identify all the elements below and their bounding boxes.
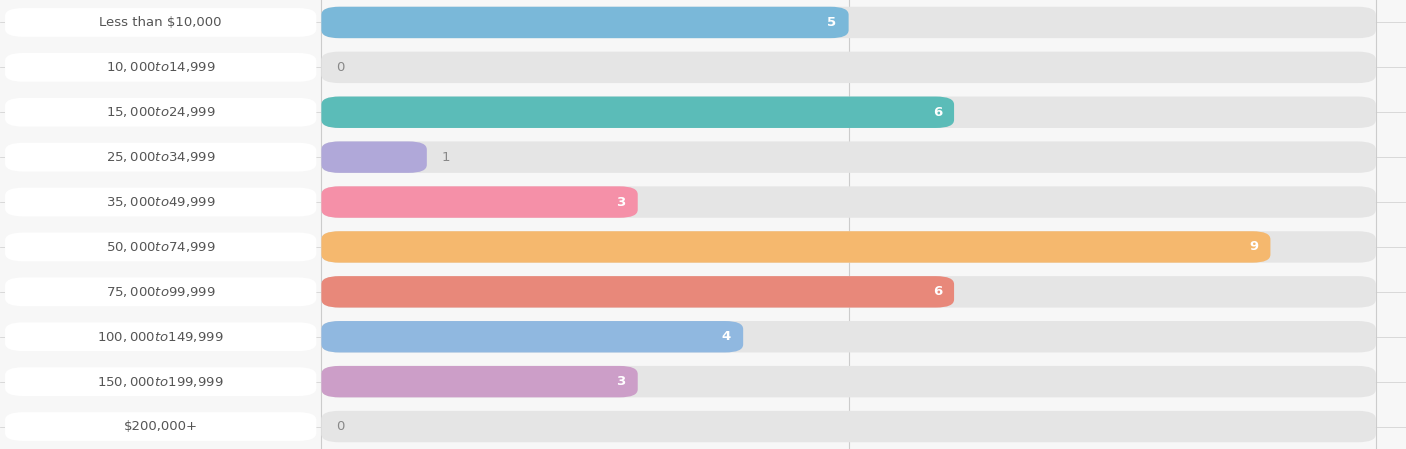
Text: $150,000 to $199,999: $150,000 to $199,999 [97,374,224,389]
Text: 0: 0 [336,61,344,74]
FancyBboxPatch shape [322,276,1376,308]
Text: $100,000 to $149,999: $100,000 to $149,999 [97,330,224,344]
Text: $15,000 to $24,999: $15,000 to $24,999 [105,105,215,119]
FancyBboxPatch shape [6,412,316,441]
Text: 0: 0 [336,420,344,433]
Text: $10,000 to $14,999: $10,000 to $14,999 [105,60,215,75]
Text: 9: 9 [1250,241,1258,253]
FancyBboxPatch shape [322,7,849,38]
FancyBboxPatch shape [6,188,316,216]
FancyBboxPatch shape [322,276,955,308]
Text: 6: 6 [932,106,942,119]
FancyBboxPatch shape [322,186,1376,218]
FancyBboxPatch shape [322,7,1376,38]
FancyBboxPatch shape [322,231,1376,263]
FancyBboxPatch shape [322,186,638,218]
Text: $50,000 to $74,999: $50,000 to $74,999 [105,240,215,254]
FancyBboxPatch shape [6,98,316,127]
Text: Less than $10,000: Less than $10,000 [100,16,222,29]
Text: $35,000 to $49,999: $35,000 to $49,999 [105,195,215,209]
Text: 4: 4 [721,330,731,343]
Text: 5: 5 [828,16,837,29]
Text: $200,000+: $200,000+ [124,420,198,433]
Text: 3: 3 [616,375,626,388]
FancyBboxPatch shape [322,141,1376,173]
FancyBboxPatch shape [6,53,316,82]
FancyBboxPatch shape [6,367,316,396]
FancyBboxPatch shape [6,8,316,37]
FancyBboxPatch shape [322,366,638,397]
FancyBboxPatch shape [322,97,1376,128]
Text: $75,000 to $99,999: $75,000 to $99,999 [105,285,215,299]
FancyBboxPatch shape [322,97,955,128]
FancyBboxPatch shape [6,322,316,351]
Text: $25,000 to $34,999: $25,000 to $34,999 [105,150,215,164]
FancyBboxPatch shape [322,366,1376,397]
FancyBboxPatch shape [6,233,316,261]
Text: 6: 6 [932,286,942,298]
FancyBboxPatch shape [322,411,1376,442]
FancyBboxPatch shape [322,321,744,352]
FancyBboxPatch shape [322,321,1376,352]
Text: 3: 3 [616,196,626,208]
FancyBboxPatch shape [6,277,316,306]
FancyBboxPatch shape [322,231,1271,263]
FancyBboxPatch shape [322,141,427,173]
FancyBboxPatch shape [6,143,316,172]
FancyBboxPatch shape [322,52,1376,83]
Text: 1: 1 [441,151,450,163]
